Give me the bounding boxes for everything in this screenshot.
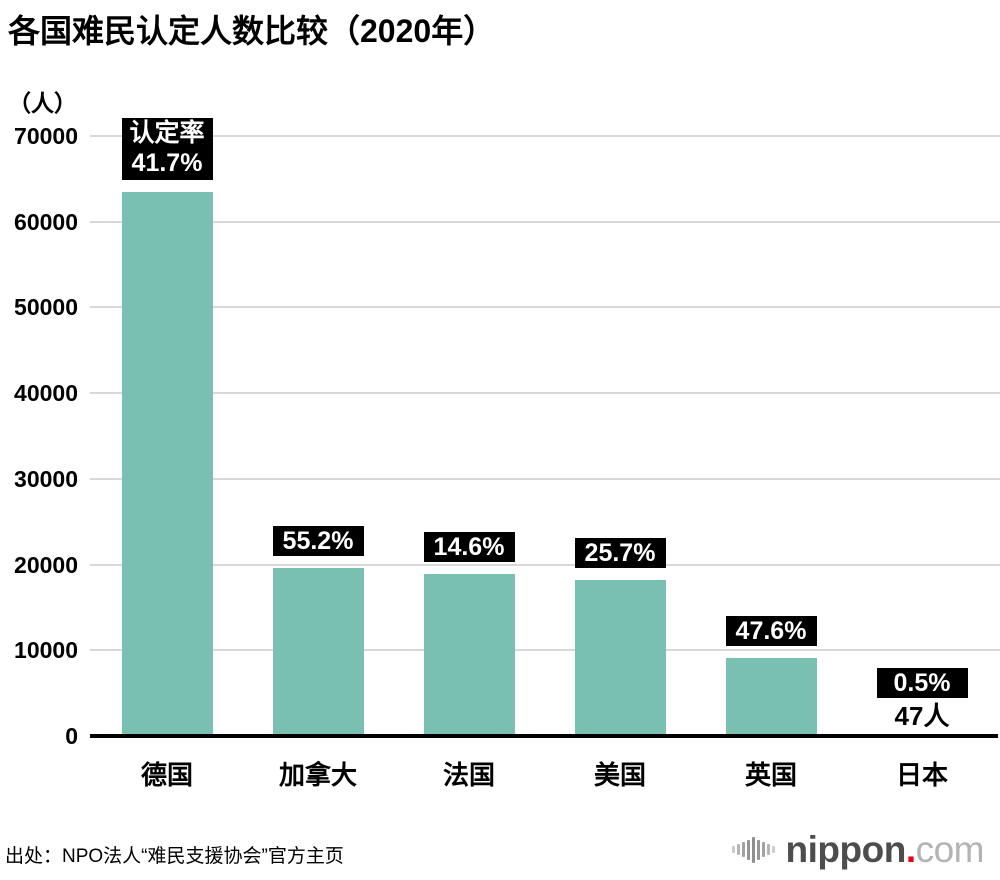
- x-axis-label-france: 法国: [442, 760, 495, 790]
- bar-germany: [121, 192, 213, 736]
- bar-uk: [725, 657, 817, 736]
- gridline-60000: [90, 220, 1000, 223]
- bar-canada: [272, 568, 364, 736]
- y-tick-label-30000: 30000: [14, 465, 78, 492]
- logo-brand: nippon: [785, 829, 907, 870]
- gridline-40000: [90, 392, 1000, 395]
- rate-label-usa: 25.7%: [574, 538, 666, 569]
- logo-text: nippon.com: [785, 829, 985, 870]
- y-tick-label-60000: 60000: [14, 208, 78, 235]
- gridline-70000: [90, 135, 1000, 137]
- y-tick-label-20000: 20000: [14, 551, 78, 578]
- bar-usa: [574, 580, 666, 736]
- soundwave-icon: [731, 836, 777, 863]
- y-tick-label-70000: 70000: [14, 123, 78, 149]
- gridline-50000: [90, 306, 1000, 309]
- source-note: 出处：NPO法人“难民支援协会”官方主页: [5, 846, 344, 867]
- gridline-30000: [90, 477, 1000, 480]
- x-axis-label-canada: 加拿大: [278, 760, 357, 790]
- value-label-japan: 47人: [894, 700, 950, 731]
- nippon-logo: nippon.com: [731, 829, 985, 870]
- y-tick-label-10000: 10000: [14, 637, 78, 664]
- y-tick-label-40000: 40000: [14, 380, 78, 407]
- rate-label-canada: 55.2%: [272, 526, 364, 557]
- rate-label-uk: 47.6%: [725, 615, 817, 646]
- logo-dot: .: [905, 829, 916, 870]
- x-axis-label-japan: 日本: [895, 760, 948, 790]
- gridline-20000: [90, 563, 1000, 566]
- y-axis-unit-label: （人）: [8, 90, 77, 116]
- rate-label-france: 14.6%: [423, 532, 515, 563]
- gridline-10000: [90, 649, 1000, 652]
- y-tick-label-50000: 50000: [14, 294, 78, 321]
- y-tick-label-0: 0: [65, 723, 78, 749]
- x-axis-line: [90, 734, 998, 738]
- x-axis-label-germany: 德国: [140, 760, 193, 790]
- bar-france: [423, 574, 515, 736]
- x-axis-label-uk: 英国: [744, 760, 797, 790]
- rate-label-japan: 0.5%: [876, 667, 968, 698]
- x-axis-label-usa: 美国: [593, 760, 646, 790]
- logo-tld: com: [915, 829, 985, 870]
- chart-title: 各国难民认定人数比较（2020年）: [8, 13, 496, 49]
- rate-label-germany: 认定率 41.7%: [121, 118, 213, 181]
